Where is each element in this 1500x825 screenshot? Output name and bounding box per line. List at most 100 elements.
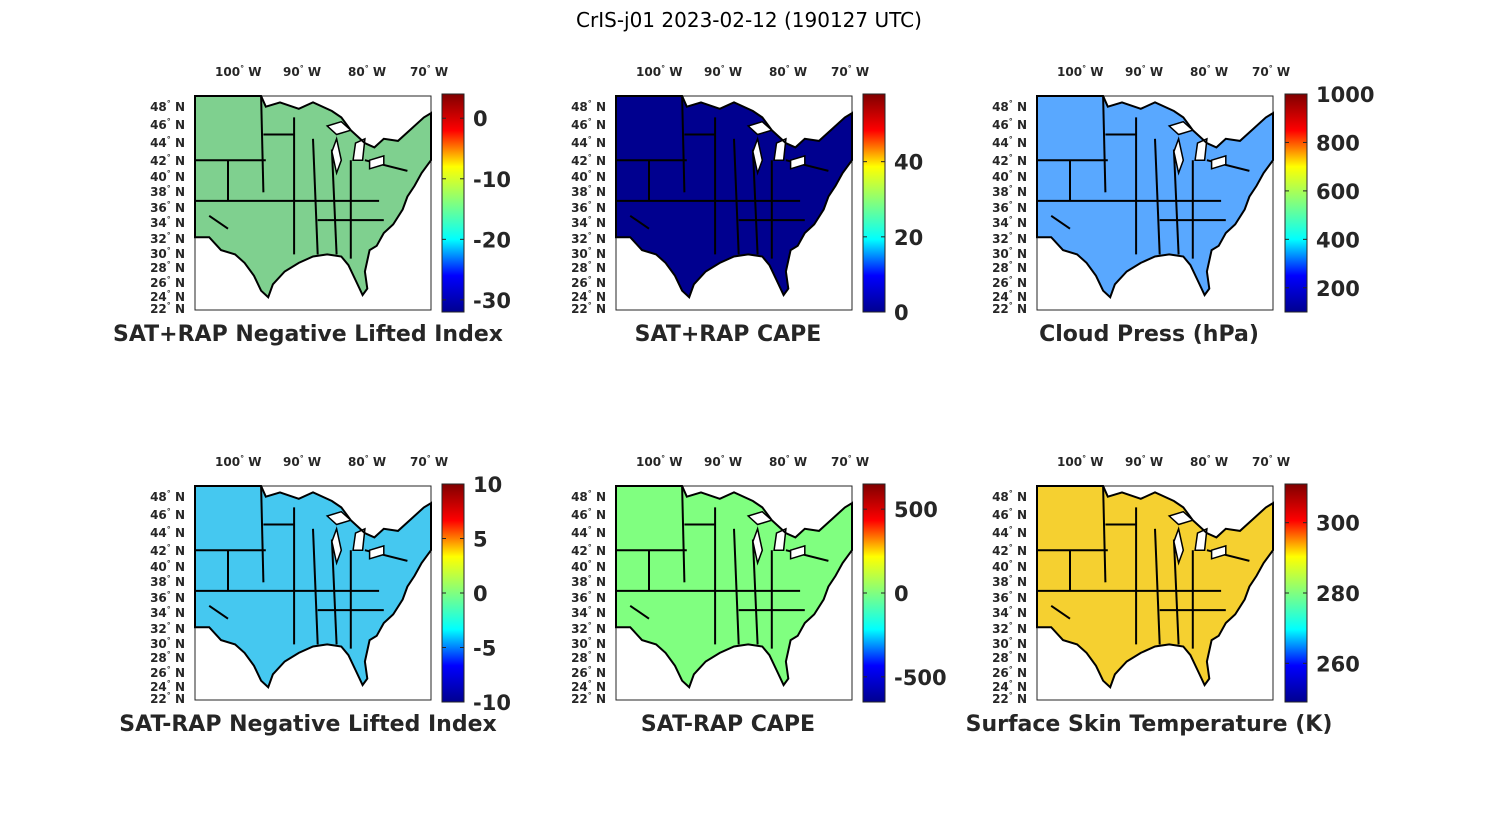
lat-tick-label: 38° N [150,184,185,199]
colorbar-tick-label: 5 [473,528,488,552]
state-borders [1037,95,1250,259]
lat-tick-label: 22° N [571,301,606,316]
panel-title: Cloud Press (hPa) [1039,322,1259,347]
lat-tick-label: 28° N [992,650,1027,665]
state-borders [195,485,408,649]
data-field [616,96,852,298]
colorbar-tick-label: 280 [1316,582,1360,606]
lat-tick-label: 36° N [992,590,1027,605]
lat-tick-label: 46° N [571,117,606,132]
colorbar-tick-label: 0 [473,582,488,606]
colorbar [1284,93,1308,313]
lat-tick-label: 42° N [992,153,1027,168]
lat-tick-label: 34° N [992,215,1027,230]
map-panel-5: 100° W 90° W 80° W 70° W 48° N 46° N 44° N 42° … [571,454,947,737]
lat-tick-label: 30° N [992,246,1027,261]
lat-tick-label: 42° N [150,153,185,168]
lat-tick-label: 44° N [571,525,606,540]
lat-tick-label: 24° N [992,679,1027,694]
lon-tick-label: 90° W [283,64,321,79]
lat-tick-label: 46° N [992,507,1027,522]
lat-tick-label: 44° N [150,135,185,150]
lat-tick-label: 28° N [571,260,606,275]
lat-tick-label: 30° N [571,636,606,651]
lat-tick-label: 42° N [150,543,185,558]
panel-title: SAT+RAP Negative Lifted Index [113,322,503,347]
lon-tick-label: 80° W [1190,64,1228,79]
lon-tick-label: 90° W [704,454,742,469]
colorbar-tick-label: 400 [1316,228,1360,252]
lat-tick-label: 44° N [571,135,606,150]
lat-tick-label: 38° N [992,574,1027,589]
lat-tick-label: 40° N [992,169,1027,184]
colorbar-tick-label: 0 [894,582,909,606]
lat-tick-label: 24° N [150,679,185,694]
lon-tick-label: 100° W [636,454,682,469]
panel-grid: 100° W 90° W 80° W 70° W 48° N 46° N 44° N 42° … [113,64,1374,737]
lat-tick-label: 24° N [150,289,185,304]
lat-tick-label: 42° N [571,153,606,168]
lon-tick-label: 90° W [704,64,742,79]
lat-tick-label: 36° N [992,200,1027,215]
colorbar-tick-label: 10 [473,473,502,497]
map-panel-1: 100° W 90° W 80° W 70° W 48° N 46° N 44° N 42° … [113,64,511,347]
data-field [1037,486,1273,688]
colorbar-tick-label: -10 [473,691,511,715]
lon-tick-label: 100° W [215,454,261,469]
lat-tick-label: 46° N [571,507,606,522]
lat-tick-label: 46° N [150,117,185,132]
lon-tick-label: 100° W [636,64,682,79]
coastline [1036,485,1274,689]
data-field [195,96,431,298]
lat-tick-label: 40° N [150,559,185,574]
coastline [194,95,432,299]
data-field [616,486,852,688]
lat-tick-label: 36° N [571,590,606,605]
lat-tick-label: 38° N [150,574,185,589]
lat-tick-label: 32° N [992,231,1027,246]
lat-tick-label: 22° N [150,301,185,316]
lat-tick-label: 48° N [992,489,1027,504]
colorbar-tick-label: 0 [894,301,909,325]
lat-tick-label: 22° N [571,691,606,706]
lat-tick-label: 28° N [571,650,606,665]
map-panel-3: 100° W 90° W 80° W 70° W 48° N 46° N 44° N 42° … [992,64,1374,347]
lat-tick-label: 30° N [150,246,185,261]
colorbar-tick-label: 500 [894,498,938,522]
coastline [194,485,432,689]
lon-tick-label: 90° W [1125,454,1163,469]
colorbar [441,93,465,313]
lon-tick-label: 80° W [1190,454,1228,469]
figure-title: CrIS-j01 2023-02-12 (190127 UTC) [576,8,922,32]
lon-tick-label: 100° W [1057,64,1103,79]
lat-tick-label: 26° N [150,275,185,290]
lon-tick-label: 80° W [348,64,386,79]
lat-tick-label: 22° N [992,301,1027,316]
colorbar-tick-label: 260 [1316,652,1360,676]
lat-tick-label: 40° N [571,559,606,574]
lat-tick-label: 48° N [571,99,606,114]
lat-tick-label: 28° N [992,260,1027,275]
lat-tick-label: 36° N [150,200,185,215]
lat-tick-label: 22° N [150,691,185,706]
lon-tick-label: 100° W [215,64,261,79]
colorbar-tick-label: 20 [894,226,923,250]
lat-tick-label: 26° N [150,665,185,680]
lat-tick-label: 24° N [571,679,606,694]
lat-tick-label: 48° N [571,489,606,504]
lat-tick-label: 32° N [150,621,185,636]
lat-tick-label: 40° N [150,169,185,184]
lat-tick-label: 32° N [992,621,1027,636]
data-field [195,486,431,688]
lon-tick-label: 90° W [1125,64,1163,79]
lon-tick-label: 70° W [410,454,448,469]
panel-title: Surface Skin Temperature (K) [966,712,1333,737]
lat-tick-label: 44° N [150,525,185,540]
lat-tick-label: 46° N [150,507,185,522]
lat-tick-label: 34° N [992,605,1027,620]
colorbar-tick-label: -20 [473,228,511,252]
panel-title: SAT-RAP CAPE [641,712,815,737]
state-borders [616,485,829,649]
colorbar-tick-label: 200 [1316,277,1360,301]
